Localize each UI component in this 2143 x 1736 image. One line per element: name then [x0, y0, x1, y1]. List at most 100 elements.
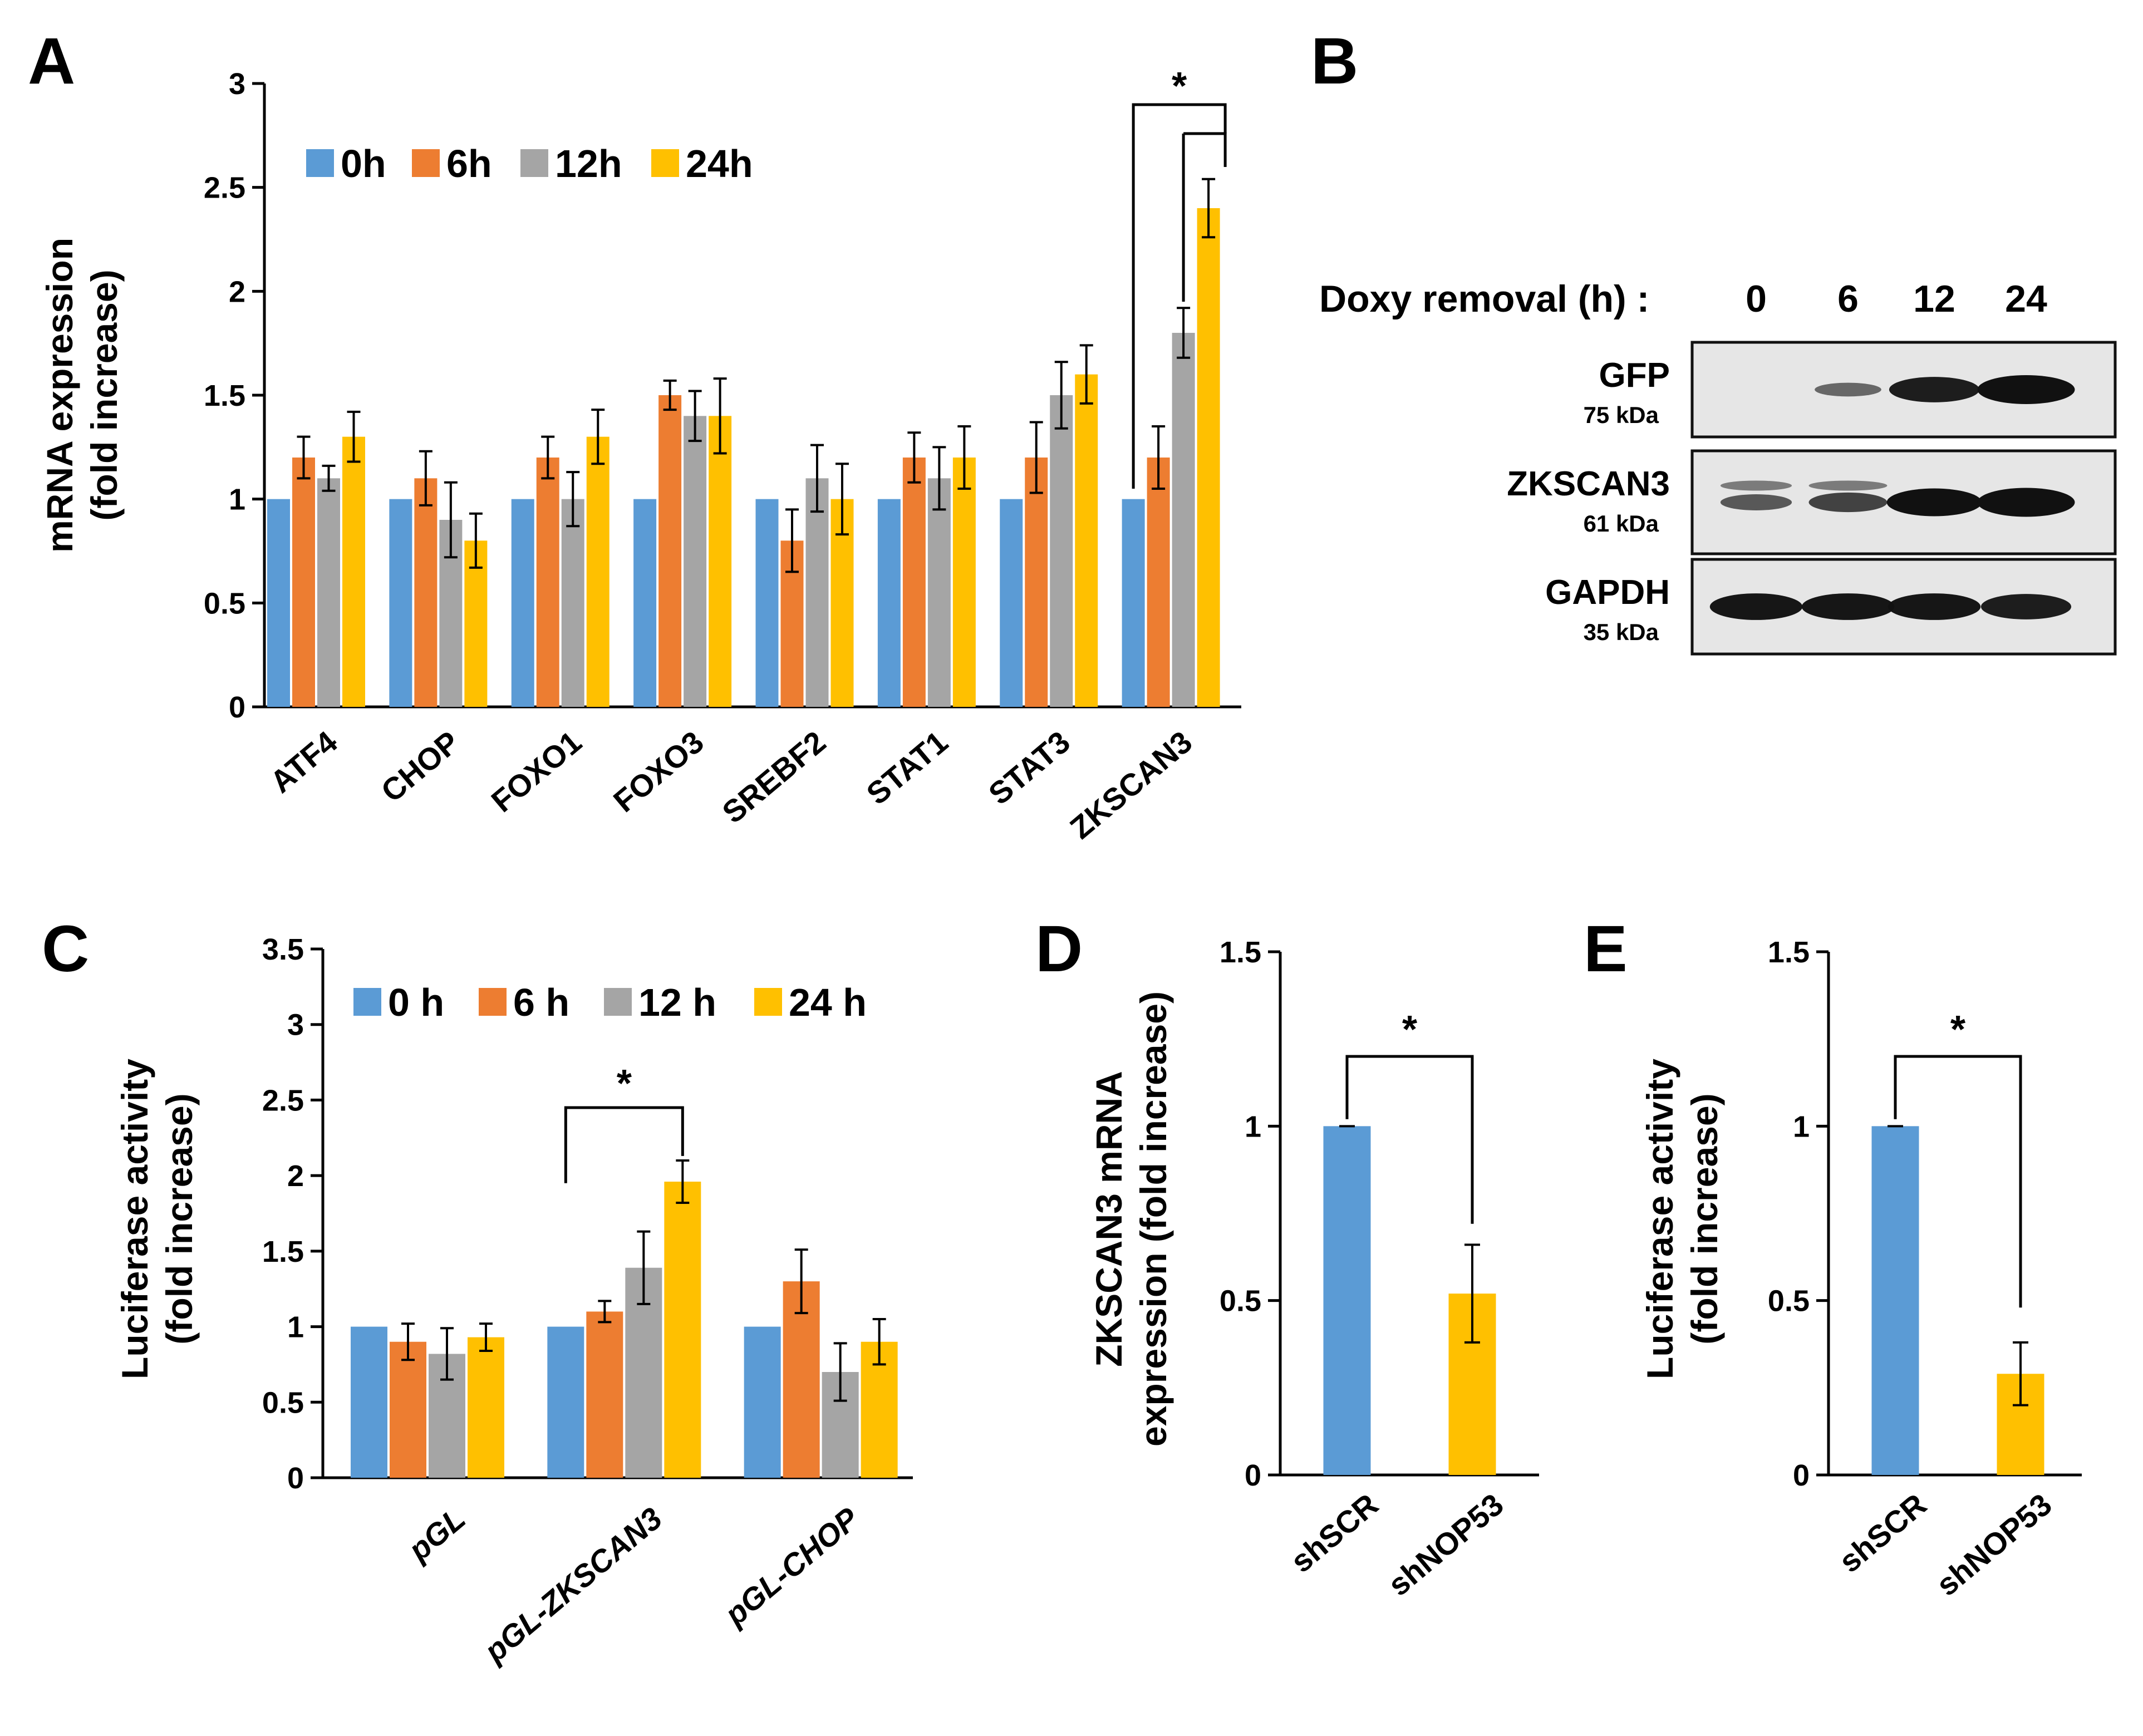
bar-24h-STAT3	[1075, 374, 1098, 707]
x-category-label: CHOP	[375, 724, 466, 809]
legend-swatch-6h	[412, 149, 440, 177]
y-tick-label: 0	[229, 691, 245, 724]
y-tick-label: 0	[1245, 1459, 1261, 1492]
bar-0h-pGL-ZKSCAN3	[547, 1326, 584, 1478]
bar-shSCR	[1871, 1126, 1919, 1475]
bar-6h-ATF4	[292, 458, 315, 707]
panel-letter-d: D	[1035, 912, 1083, 986]
y-tick-label: 0	[287, 1462, 304, 1495]
significance-star: *	[1950, 1007, 1966, 1051]
y-tick-label: 1.5	[1220, 936, 1261, 969]
y-axis-title-line: (fold increase)	[159, 1093, 200, 1344]
legend-swatch-24h	[651, 149, 679, 177]
bar-0h-STAT3	[1000, 499, 1023, 707]
blot-band-upper-0	[1720, 480, 1792, 491]
blot-kda-label: 75 kDa	[1584, 402, 1659, 428]
bar-0h-ATF4	[267, 499, 290, 707]
blot-protein-label: GAPDH	[1545, 573, 1670, 612]
blot-protein-label: GFP	[1599, 356, 1670, 395]
y-tick-label: 2	[287, 1159, 304, 1193]
blot-band-ZKSCAN3-12	[1886, 488, 1982, 517]
significance-star: *	[1172, 64, 1187, 107]
bar-0h-pGL	[351, 1326, 387, 1478]
y-tick-label: 2.5	[262, 1084, 304, 1117]
x-category-label: shSCR	[1284, 1487, 1385, 1579]
legend-swatch-6h	[479, 988, 507, 1016]
blot-band-GFP-12	[1889, 377, 1980, 402]
bar-6h-STAT1	[902, 458, 926, 707]
panel-letter-b: B	[1311, 24, 1358, 98]
bar-24h-FOXO1	[586, 436, 610, 707]
blot-timepoint-label: 6	[1837, 278, 1859, 320]
legend-label: 0 h	[388, 981, 444, 1024]
y-tick-label: 2	[229, 275, 245, 308]
x-category-label: STAT1	[860, 724, 955, 812]
bar-0h-ZKSCAN3	[1122, 499, 1145, 707]
y-axis-title-line: (fold increase)	[83, 269, 125, 520]
blot-band-ZKSCAN3-24	[1977, 488, 2075, 517]
x-category-label: pGL-ZKSCAN3	[476, 1501, 669, 1670]
bar-0h-CHOP	[389, 499, 412, 707]
legend-label: 12 h	[638, 981, 716, 1024]
bar-24h-STAT1	[952, 458, 976, 707]
legend-label: 6h	[446, 142, 492, 185]
x-category-label: shSCR	[1832, 1487, 1933, 1579]
blot-band-ZKSCAN3-0	[1720, 494, 1792, 510]
blot-timepoint-label: 24	[2005, 278, 2047, 320]
bar-0h-STAT1	[877, 499, 901, 707]
y-axis-title-line: expression (fold increase)	[1133, 991, 1174, 1447]
x-category-label: shNOP53	[1929, 1487, 2058, 1602]
blot-kda-label: 35 kDa	[1584, 619, 1659, 645]
y-tick-label: 0.5	[1220, 1285, 1261, 1318]
blot-band-GFP-6	[1815, 382, 1881, 397]
y-tick-label: 1	[229, 483, 245, 517]
bar-24h-FOXO3	[709, 416, 732, 707]
chart-e-luciferase-knockdown: 0 0.5 1 1.5 Luciferase activity (fold increas…	[1639, 936, 2082, 1602]
x-category-label: shNOP53	[1381, 1487, 1510, 1602]
bar-12h-ATF4	[317, 478, 340, 707]
western-blot-b: Doxy removal (h) : 0 6 12 24 GFP 75 kDa ZKSCA…	[1319, 278, 2117, 656]
significance-bracket-outer	[1132, 103, 1227, 489]
blot-band-GFP-24	[1977, 375, 2075, 404]
bar-6h-pGL	[390, 1341, 426, 1478]
y-tick-label: 1	[1793, 1110, 1810, 1143]
bar-6h-ZKSCAN3	[1147, 458, 1170, 707]
bar-12h-STAT1	[927, 478, 951, 707]
x-category-label: pGL-CHOP	[717, 1501, 866, 1633]
chart-d-zkscan3-knockdown: 0 0.5 1 1.5 ZKSCAN3 mRNA expression (fold inc…	[1088, 936, 1539, 1602]
blot-band-GAPDH-24	[1980, 594, 2072, 619]
y-tick-label: 1.5	[262, 1235, 304, 1268]
x-category-label: ZKSCAN3	[1063, 724, 1198, 845]
x-category-label: ATF4	[263, 724, 344, 800]
chart-a-mrna-expression: 0 0.5 1 1.5 2 2.5 3 mRNA expression (fold increa…	[39, 64, 1241, 845]
y-axis-title-line: mRNA expression	[39, 238, 80, 553]
significance-star: *	[1402, 1007, 1418, 1051]
legend-swatch-0h	[306, 149, 334, 177]
blot-band-GAPDH-12	[1888, 593, 1981, 620]
significance-bracket	[1345, 1055, 1474, 1224]
bar-24h-ZKSCAN3	[1197, 208, 1220, 707]
y-tick-label: 0.5	[262, 1386, 304, 1419]
bar-6h-pGL-ZKSCAN3	[586, 1311, 623, 1478]
bar-6h-STAT3	[1025, 458, 1048, 707]
blot-protein-label: ZKSCAN3	[1507, 465, 1670, 503]
significance-star: *	[617, 1061, 632, 1105]
significance-bracket	[564, 1106, 684, 1183]
y-tick-label: 3	[229, 67, 245, 101]
y-tick-label: 2.5	[204, 171, 245, 205]
y-tick-label: 0.5	[204, 587, 245, 620]
x-category-label: FOXO1	[485, 724, 588, 819]
bar-0h-FOXO3	[633, 499, 657, 707]
bar-12h-SREBF2	[805, 478, 829, 707]
bar-6h-FOXO3	[658, 395, 682, 707]
blot-band-ZKSCAN3-6	[1808, 492, 1888, 513]
bar-12h-ZKSCAN3	[1172, 333, 1195, 707]
y-axis-title-line: (fold increase)	[1684, 1093, 1725, 1344]
y-tick-label: 1.5	[204, 379, 245, 412]
blot-band-GAPDH-6	[1801, 593, 1895, 620]
y-tick-label: 1	[1245, 1110, 1261, 1143]
x-category-label: STAT3	[982, 724, 1077, 812]
blot-timepoint-label: 12	[1913, 278, 1955, 320]
legend-label: 24 h	[789, 981, 867, 1024]
x-category-label: pGL	[401, 1501, 472, 1568]
